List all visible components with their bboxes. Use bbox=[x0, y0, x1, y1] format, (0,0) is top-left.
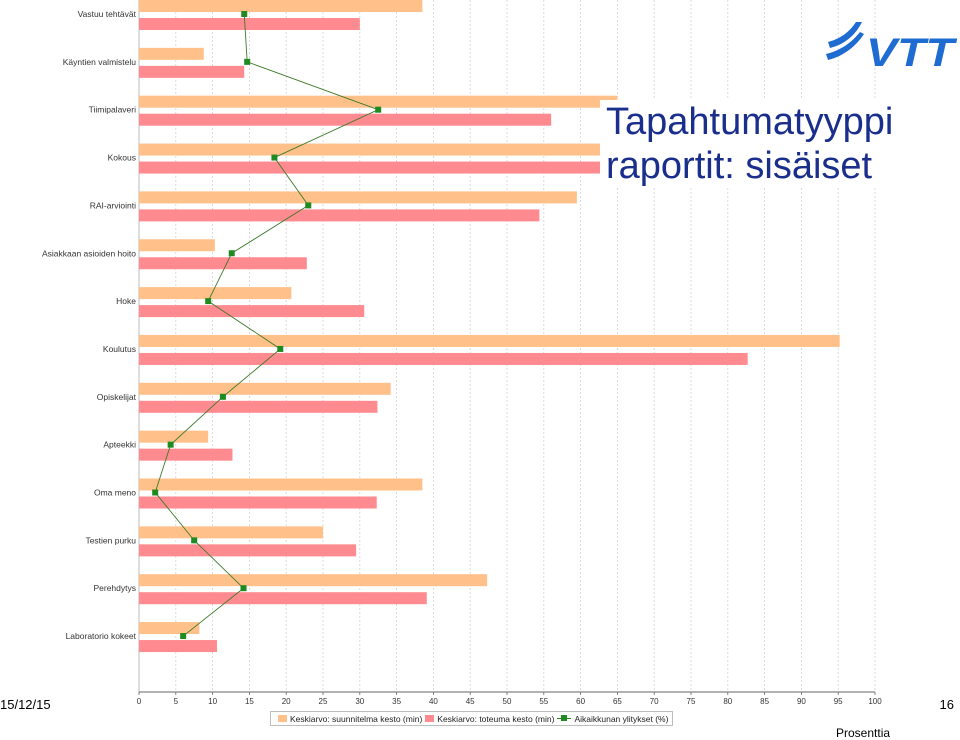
bar-planned bbox=[139, 95, 618, 108]
category-label: Hoke bbox=[116, 296, 136, 306]
bar-actual bbox=[139, 209, 540, 222]
bar-actual bbox=[139, 544, 357, 557]
logo-mark: VTT bbox=[826, 22, 958, 75]
bar-planned bbox=[139, 47, 204, 60]
bar-actual bbox=[139, 161, 603, 174]
category-label: Perehdytys bbox=[93, 583, 136, 593]
bar-actual bbox=[139, 400, 378, 413]
x-tick-label: 30 bbox=[355, 697, 364, 706]
x-tick-label: 35 bbox=[392, 697, 401, 706]
x-tick-label: 45 bbox=[466, 697, 475, 706]
category-label: Koulutus bbox=[103, 344, 136, 354]
x-tick-label: 5 bbox=[174, 697, 179, 706]
category-label: Opiskelijat bbox=[97, 392, 137, 402]
bar-actual bbox=[139, 352, 748, 365]
bar-actual bbox=[139, 640, 218, 653]
bar-planned bbox=[139, 334, 840, 347]
bar-planned bbox=[139, 526, 323, 539]
legend-swatch-planned bbox=[278, 715, 287, 722]
vtt-logo: VTT bbox=[826, 20, 958, 75]
overrun-line bbox=[154, 13, 380, 637]
legend-label-actual: Keskiarvo: toteuma kesto (min) bbox=[437, 713, 555, 724]
overrun-marker bbox=[228, 250, 235, 257]
overrun-marker bbox=[277, 345, 284, 352]
x-tick-label: 40 bbox=[429, 697, 438, 706]
legend-swatch-overrun bbox=[557, 715, 572, 722]
bar-planned bbox=[139, 191, 577, 204]
bar-actual bbox=[139, 592, 427, 605]
x-tick-label: 55 bbox=[539, 697, 548, 706]
category-label: Käyntien valmistelu bbox=[63, 57, 137, 67]
bar-actual bbox=[139, 65, 245, 78]
legend-label-overrun: Aikaikkunan ylitykset (%) bbox=[574, 713, 669, 724]
bar-planned bbox=[139, 239, 215, 252]
slide-title-line-1: Tapahtumatyyppi bbox=[606, 101, 894, 143]
slide-title-line-2: raportit: sisäiset bbox=[606, 145, 873, 187]
legend-label-planned: Keskiarvo: suunnitelma kesto (min) bbox=[290, 713, 423, 724]
bar-planned bbox=[139, 0, 423, 12]
bar-planned bbox=[139, 478, 423, 491]
x-tick-label: 65 bbox=[613, 697, 622, 706]
slide-title: Tapahtumatyyppi raportit: sisäiset bbox=[600, 100, 952, 188]
bar-planned bbox=[139, 574, 488, 587]
bar-actual bbox=[139, 448, 233, 461]
category-label: Asiakkaan asioiden hoito bbox=[42, 248, 136, 258]
logo-text: VTT bbox=[866, 31, 958, 70]
bar-planned bbox=[139, 287, 292, 300]
category-label: Tiimipalaveri bbox=[89, 105, 137, 115]
x-tick-label: 10 bbox=[208, 697, 217, 706]
x-tick-label: 20 bbox=[282, 697, 291, 706]
bar-planned bbox=[139, 622, 200, 635]
overrun-marker bbox=[219, 393, 226, 400]
overrun-marker bbox=[241, 11, 248, 17]
overrun-marker bbox=[205, 298, 212, 305]
page-number: 16 bbox=[939, 697, 954, 712]
x-tick-label: 60 bbox=[576, 697, 585, 706]
category-label: Apteekki bbox=[103, 440, 136, 450]
x-tick-label: 100 bbox=[868, 697, 882, 706]
x-tick-label: 95 bbox=[834, 697, 843, 706]
x-tick-label: 25 bbox=[319, 697, 328, 706]
bar-actual bbox=[139, 113, 552, 126]
overrun-marker bbox=[152, 489, 159, 496]
bar-planned bbox=[139, 382, 391, 395]
overrun-marker bbox=[271, 154, 278, 161]
bar-planned bbox=[139, 430, 209, 443]
category-label: Laboratorio kokeet bbox=[66, 631, 137, 641]
overrun-marker bbox=[180, 633, 187, 640]
overrun-marker bbox=[191, 537, 198, 544]
category-label: Kokous bbox=[108, 153, 136, 163]
x-tick-label: 75 bbox=[687, 697, 696, 706]
overrun-marker bbox=[240, 585, 247, 592]
x-tick-label: 85 bbox=[760, 697, 769, 706]
slide-date: 15/12/15 bbox=[0, 697, 51, 712]
x-tick-label: 0 bbox=[137, 697, 142, 706]
x-tick-label: 90 bbox=[797, 697, 806, 706]
overrun-marker bbox=[305, 202, 312, 209]
bar-actual bbox=[139, 18, 360, 30]
category-label: Testien purku bbox=[85, 535, 136, 545]
bar-actual bbox=[139, 257, 307, 270]
overrun-marker bbox=[375, 106, 382, 113]
x-axis-unit-label: Prosenttia bbox=[836, 726, 891, 740]
category-label: Vastuu tehtävät bbox=[78, 9, 137, 19]
overrun-marker bbox=[244, 58, 251, 65]
bar-planned bbox=[139, 143, 618, 156]
bar-actual bbox=[139, 496, 377, 509]
x-tick-label: 50 bbox=[503, 697, 512, 706]
overrun-marker bbox=[167, 441, 174, 448]
category-label: Oma meno bbox=[94, 488, 136, 498]
legend-swatch-actual bbox=[425, 715, 435, 722]
x-tick-label: 70 bbox=[650, 697, 659, 706]
category-label: RAI-arviointi bbox=[90, 200, 136, 210]
bar-actual bbox=[139, 305, 365, 318]
x-tick-label: 15 bbox=[245, 697, 254, 706]
x-tick-label: 80 bbox=[723, 697, 732, 706]
chart-legend: Keskiarvo: suunnitelma kesto (min) Keski… bbox=[270, 711, 674, 726]
